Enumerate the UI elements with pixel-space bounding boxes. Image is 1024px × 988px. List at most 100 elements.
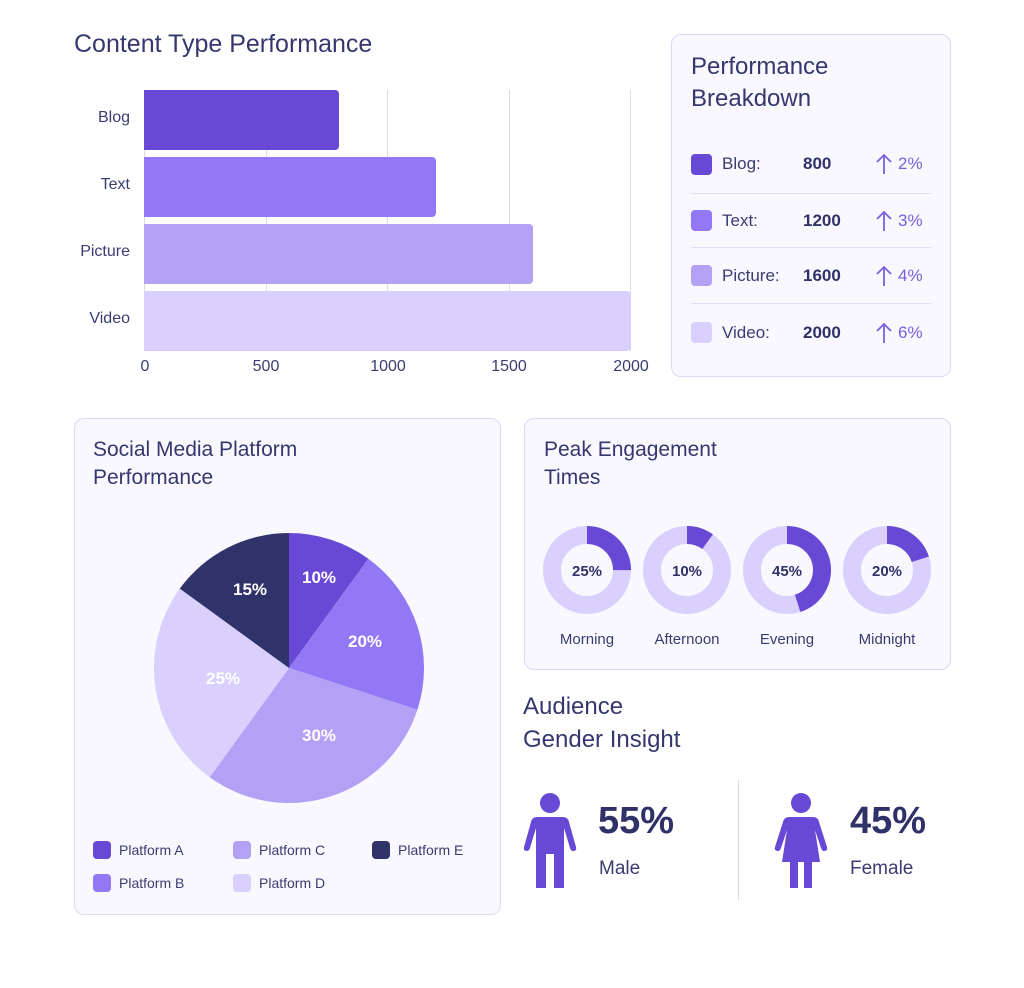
legend-platform-e[interactable]: Platform E [372,841,463,859]
slice-label: 25% [206,669,240,688]
donut-label: Morning [559,631,615,648]
gridline [387,90,388,351]
swatch [691,265,712,286]
donut-value: 25% [572,563,602,580]
donut-value: 45% [772,563,802,580]
male-label: Male [599,858,641,879]
gridline [144,90,145,351]
content-type-bar-chart [144,90,631,351]
x-tick: 500 [252,358,280,375]
donut-chart: 45% [743,526,831,614]
title-line: Gender Insight [523,726,681,753]
breakdown-row-video: Video: 2000 6% [691,303,932,361]
title-line: Social Media Platform [93,438,298,461]
donut-label: Midnight [858,631,916,648]
row-value: 1200 [803,210,841,230]
content-type-title: Content Type Performance [74,30,373,58]
category-label: Text [100,176,130,193]
change-value: 4% [898,265,923,285]
row-change: 6% [876,322,923,344]
legend-label: Platform B [119,875,185,891]
row-label: Text: [722,210,758,230]
performance-breakdown-card: Performance Breakdown Blog: 800 2% Text:… [671,34,951,377]
bar-picture[interactable] [144,224,533,284]
bar-text[interactable] [144,157,436,217]
legend-label: Platform E [398,842,464,858]
legend-label: Platform D [259,875,326,891]
category-label: Video [89,310,130,327]
slice-platform-b[interactable] [289,558,424,710]
donut-chart: 20% [843,526,931,614]
swatch [691,153,712,175]
donut-chart: 10% [643,526,731,614]
row-change: 3% [876,210,923,232]
title-line: Times [544,466,601,489]
gender-divider [738,780,739,900]
male-icon [523,793,577,888]
slice-platform-e[interactable] [179,533,289,668]
change-value: 6% [898,322,923,342]
row-label: Picture: [722,265,780,285]
category-label: Picture [80,243,130,260]
breakdown-row-picture: Picture: 1600 4% [691,247,932,303]
peak-engagement-card: Peak Engagement Times 25% Morning 10% Af… [524,418,951,670]
swatch [233,841,251,859]
swatch [233,874,251,892]
row-value: 1600 [803,265,841,285]
slice-label: 30% [302,726,336,745]
x-tick: 0 [140,358,150,375]
row-value: 2000 [803,322,841,342]
peak-title: Peak Engagement Times [544,436,717,492]
row-label: Blog: [722,154,761,173]
legend-platform-b[interactable]: Platform B [93,874,184,892]
donut-value: 20% [872,563,902,580]
swatch [691,210,712,231]
arrow-up-icon [876,265,892,286]
donut-label: Evening [759,631,815,648]
category-label: Blog [97,109,130,126]
slice-platform-a[interactable] [289,533,369,668]
breakdown-row-text: Text: 1200 3% [691,193,932,247]
legend-platform-a[interactable]: Platform A [93,841,184,859]
donut-value: 10% [672,563,702,580]
donut-morning[interactable]: 25% Morning [541,524,633,648]
swatch [691,322,712,343]
legend-label: Platform C [259,842,326,858]
row-label: Video: [722,322,770,342]
row-change: 4% [876,265,923,287]
gender-title: Audience Gender Insight [523,690,680,756]
legend-platform-d[interactable]: Platform D [233,874,325,892]
arrow-up-icon [876,322,892,343]
female-percent: 45% [850,800,927,842]
donut-afternoon[interactable]: 10% Afternoon [641,524,733,648]
donut-chart: 25% [543,526,631,614]
row-value: 800 [803,154,832,173]
male-percent: 55% [598,800,675,842]
arrow-up-icon [876,210,892,231]
slice-label: 10% [302,568,336,587]
gridline [266,90,267,351]
donut-midnight[interactable]: 20% Midnight [841,524,933,648]
bar-video[interactable] [144,291,631,351]
x-tick: 1500 [491,358,527,375]
female-label: Female [850,858,914,879]
platform-pie-chart: 10% 20% 30% 25% 15% [153,533,424,804]
social-media-card: Social Media Platform Performance 10% 20… [74,418,501,915]
swatch [93,874,111,892]
title-line: Performance [93,466,214,489]
change-value: 2% [898,154,923,173]
gridline [630,90,631,351]
x-tick: 1000 [370,358,406,375]
slice-platform-c[interactable] [209,668,418,804]
slice-platform-d[interactable] [153,588,289,778]
donut-label: Afternoon [654,631,720,648]
bar-blog[interactable] [144,90,339,150]
title-line: Performance [691,53,829,80]
donut-evening[interactable]: 45% Evening [741,524,833,648]
slice-label: 20% [348,632,382,651]
title-line: Breakdown [691,85,812,112]
legend-platform-c[interactable]: Platform C [233,841,325,859]
gridline [509,90,510,351]
x-tick: 2000 [613,358,649,375]
change-value: 3% [898,210,923,230]
